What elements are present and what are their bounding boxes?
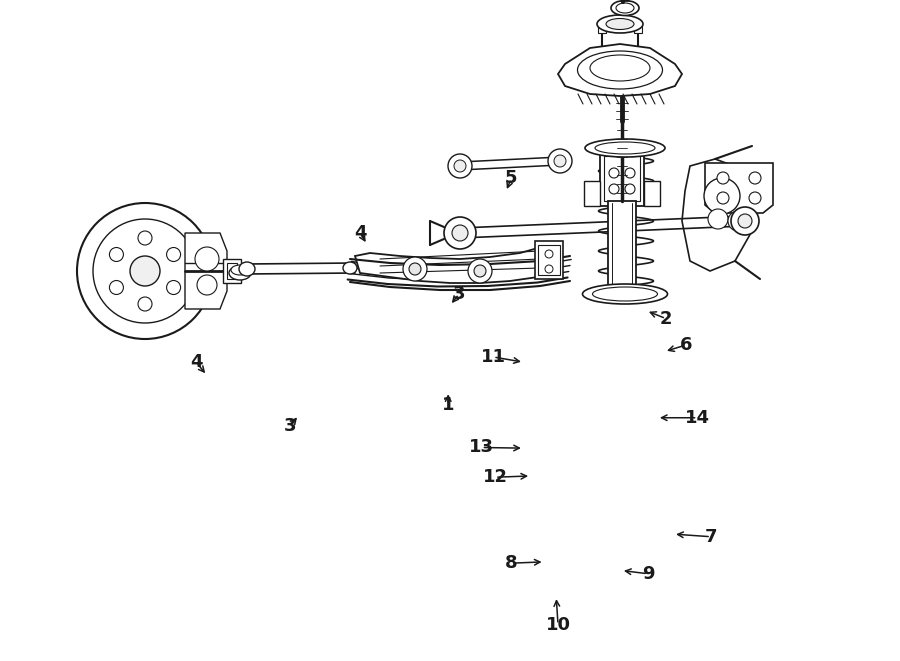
Text: 14: 14	[685, 408, 710, 427]
Text: 12: 12	[482, 468, 508, 486]
Circle shape	[448, 154, 472, 178]
Text: 4: 4	[190, 353, 203, 371]
Polygon shape	[558, 44, 682, 96]
Circle shape	[138, 297, 152, 311]
Circle shape	[110, 247, 123, 262]
FancyBboxPatch shape	[608, 201, 636, 291]
Polygon shape	[682, 159, 758, 271]
FancyBboxPatch shape	[223, 259, 241, 283]
Circle shape	[110, 280, 123, 295]
Circle shape	[708, 209, 728, 229]
Text: 5: 5	[505, 169, 518, 188]
Ellipse shape	[582, 284, 668, 304]
Polygon shape	[705, 163, 773, 213]
Text: 2: 2	[660, 309, 672, 328]
Circle shape	[749, 192, 761, 204]
Circle shape	[717, 172, 729, 184]
Circle shape	[468, 259, 492, 283]
Circle shape	[474, 265, 486, 277]
Circle shape	[731, 207, 759, 235]
Circle shape	[409, 263, 421, 275]
Ellipse shape	[239, 262, 255, 276]
Polygon shape	[584, 181, 600, 206]
Circle shape	[77, 203, 213, 339]
Text: 7: 7	[705, 527, 717, 546]
FancyBboxPatch shape	[634, 25, 642, 33]
Circle shape	[554, 155, 566, 167]
Circle shape	[195, 247, 219, 271]
Text: 8: 8	[505, 554, 518, 572]
Ellipse shape	[616, 3, 634, 13]
Circle shape	[454, 160, 466, 172]
FancyBboxPatch shape	[535, 241, 563, 279]
Circle shape	[728, 211, 748, 231]
Ellipse shape	[592, 287, 658, 301]
Circle shape	[625, 168, 635, 178]
Text: 4: 4	[354, 223, 366, 242]
FancyBboxPatch shape	[538, 245, 560, 275]
FancyBboxPatch shape	[227, 263, 237, 279]
Ellipse shape	[578, 51, 662, 89]
Circle shape	[738, 214, 752, 228]
Circle shape	[452, 225, 468, 241]
Circle shape	[166, 247, 181, 262]
Ellipse shape	[585, 139, 665, 157]
Circle shape	[609, 184, 619, 194]
Text: 1: 1	[442, 395, 454, 414]
FancyBboxPatch shape	[598, 25, 606, 33]
Circle shape	[130, 256, 160, 286]
Ellipse shape	[231, 265, 249, 275]
Text: 13: 13	[469, 438, 494, 457]
Circle shape	[93, 219, 197, 323]
Ellipse shape	[597, 15, 643, 33]
FancyBboxPatch shape	[604, 156, 640, 201]
Circle shape	[749, 172, 761, 184]
FancyBboxPatch shape	[600, 151, 644, 206]
Circle shape	[704, 178, 740, 214]
Circle shape	[444, 217, 476, 249]
Circle shape	[166, 280, 181, 295]
Circle shape	[138, 231, 152, 245]
Text: 6: 6	[680, 336, 692, 354]
Circle shape	[545, 250, 553, 258]
Circle shape	[548, 149, 572, 173]
Circle shape	[717, 192, 729, 204]
Ellipse shape	[606, 19, 634, 30]
Ellipse shape	[590, 55, 650, 81]
Ellipse shape	[611, 1, 639, 15]
Circle shape	[545, 265, 553, 273]
Text: 10: 10	[545, 615, 571, 634]
Circle shape	[625, 184, 635, 194]
Text: 9: 9	[642, 564, 654, 583]
Ellipse shape	[229, 266, 251, 280]
Polygon shape	[355, 246, 545, 283]
Polygon shape	[185, 233, 227, 309]
Text: 3: 3	[284, 417, 296, 436]
Text: 11: 11	[481, 348, 506, 366]
Ellipse shape	[595, 142, 655, 154]
Circle shape	[403, 257, 427, 281]
Circle shape	[197, 275, 217, 295]
Ellipse shape	[343, 262, 357, 274]
Circle shape	[609, 168, 619, 178]
Text: 3: 3	[453, 285, 465, 303]
Polygon shape	[644, 181, 660, 206]
